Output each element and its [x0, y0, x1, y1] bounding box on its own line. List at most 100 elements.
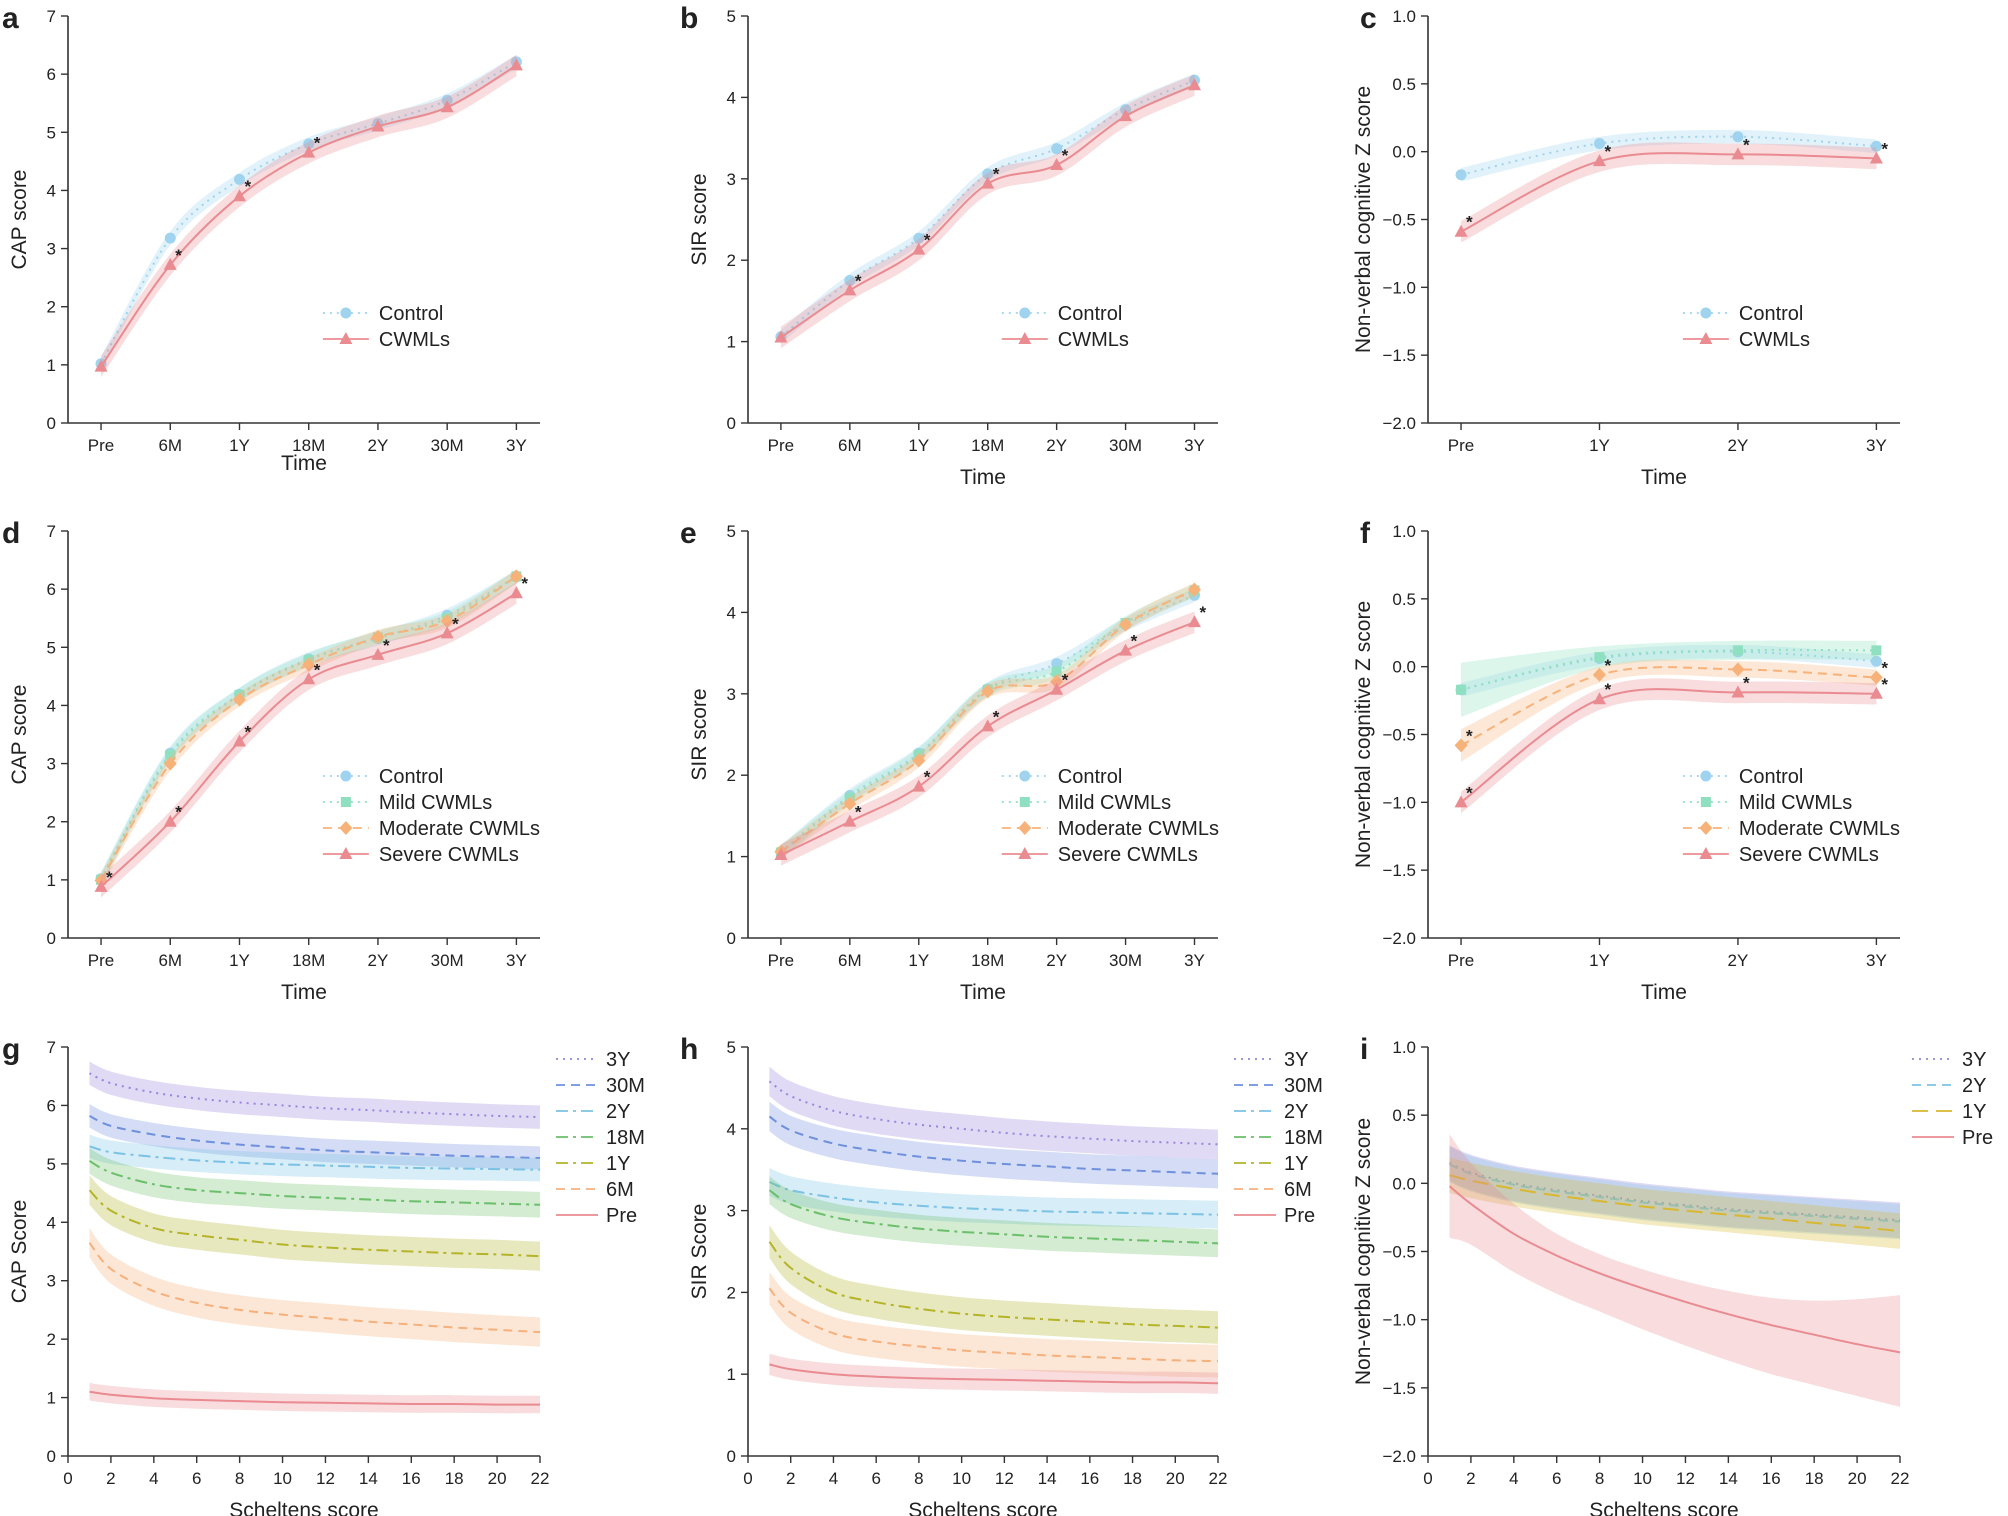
confidence-band: [769, 1168, 1218, 1229]
legend-label: Control: [1058, 303, 1122, 325]
data-point: [1455, 169, 1467, 181]
y-tick-label: −1.5: [1382, 1379, 1416, 1398]
series-18m: [768, 1176, 1219, 1258]
significance-star: *: [1881, 675, 1888, 694]
series-line: [88, 1242, 541, 1334]
series-cwmls: * * * *: [774, 74, 1201, 349]
y-tick-label: 7: [47, 522, 56, 541]
legend-item: Severe CWMLs: [1682, 844, 1879, 866]
significance-star: *: [244, 177, 251, 196]
confidence-band: [769, 1066, 1218, 1160]
x-tick-label: 4: [149, 1469, 158, 1488]
legend-item: 1Y: [1234, 1153, 1308, 1175]
data-point: [1188, 78, 1201, 91]
x-tick-label: 22: [531, 1469, 550, 1488]
series-cwmls: * * * *: [1454, 135, 1888, 243]
x-tick-label: 2: [786, 1469, 795, 1488]
y-tick-label: −0.5: [1382, 211, 1416, 230]
data-point: [94, 879, 108, 892]
x-axis-title: Scheltens score: [229, 1499, 378, 1516]
data-point: [1119, 617, 1133, 632]
series-line: [1460, 648, 1877, 691]
data-point: [1869, 670, 1883, 685]
legend-label: Pre: [1284, 1205, 1315, 1227]
confidence-band: [769, 1353, 1218, 1394]
legend: 3Y 30M 2Y 18M 1Y 6M Pre: [1234, 1049, 1323, 1227]
data-point: [1119, 643, 1133, 656]
x-tick-label: 3Y: [1184, 436, 1205, 455]
legend-item: Control: [1682, 303, 1803, 325]
legend-item: Control: [322, 766, 443, 788]
panel-i: i −2.0 −1.5 −1.0 −0.5 0.0 0.5 1.0 0 2 4 6 8 10 12 14 16 1…: [1352, 1033, 1993, 1516]
series-18m: [88, 1148, 541, 1218]
y-tick-label: 0: [47, 929, 56, 948]
series-severe-cwmls: * * * *: [1454, 673, 1888, 814]
legend-marker: [340, 770, 352, 782]
legend-marker: [340, 307, 352, 319]
significance-star: *: [244, 722, 251, 741]
x-tick-label: 3Y: [1866, 951, 1887, 970]
confidence-band: [1461, 659, 1877, 762]
y-tick-label: −1.0: [1382, 793, 1416, 812]
x-tick-label: 2: [1466, 1469, 1475, 1488]
series-3y: [768, 1066, 1219, 1160]
legend-marker: [1700, 797, 1711, 807]
legend-marker: [1699, 847, 1713, 859]
significance-star: *: [1881, 659, 1888, 678]
x-tick-label: 2Y: [368, 436, 389, 455]
y-tick-label: 3: [727, 1202, 736, 1221]
data-point: [982, 168, 994, 180]
legend-label: 2Y: [606, 1101, 630, 1123]
panel-letter: g: [2, 1033, 20, 1066]
y-axis-title: CAP score: [8, 170, 31, 270]
x-tick-label: 16: [402, 1469, 421, 1488]
legend-marker: [339, 847, 353, 859]
x-tick-label: 2Y: [1728, 951, 1749, 970]
data-point: [163, 257, 177, 270]
legend-item: 3Y: [1234, 1049, 1308, 1071]
y-tick-label: 4: [47, 181, 56, 200]
data-point: [163, 814, 177, 827]
legend-marker: [1018, 821, 1032, 835]
confidence-band: [101, 582, 517, 898]
significance-star: *: [1743, 673, 1750, 692]
y-tick-label: 4: [47, 696, 56, 715]
data-point: [843, 814, 857, 827]
legend-item: 6M: [1234, 1179, 1312, 1201]
legend-label: CWMLs: [379, 329, 450, 351]
y-tick-label: 0: [727, 1447, 736, 1466]
y-tick-label: −1.5: [1382, 346, 1416, 365]
y-axis-title: SIR score: [688, 688, 711, 780]
x-tick-label: 6M: [838, 951, 862, 970]
series-line: [100, 576, 517, 880]
legend-label: 3Y: [1284, 1049, 1308, 1071]
data-point: [913, 232, 925, 244]
series-3y: [89, 1061, 541, 1129]
y-tick-label: 0.0: [1392, 143, 1416, 162]
data-point: [302, 657, 316, 672]
data-point: [1731, 662, 1745, 677]
legend-label: CWMLs: [1058, 329, 1129, 351]
y-tick-label: 5: [727, 7, 736, 26]
x-tick-label: 0: [743, 1469, 752, 1488]
y-axis-title: CAP score: [8, 685, 31, 785]
legend-item: CWMLs: [322, 329, 450, 351]
data-point: [232, 692, 246, 707]
legend-item: 3Y: [1912, 1049, 1986, 1071]
series-1y: [88, 1175, 541, 1271]
series-3y: [1449, 1145, 1901, 1238]
data-point: [1593, 138, 1605, 150]
significance-star: *: [383, 636, 390, 655]
confidence-band: [780, 583, 1195, 860]
data-point: [371, 629, 385, 644]
data-point: [1454, 738, 1468, 753]
y-axis-title: SIR score: [688, 173, 711, 265]
confidence-band: [89, 1175, 540, 1271]
y-tick-label: 5: [47, 123, 56, 142]
series-30m: [768, 1101, 1219, 1189]
data-point: [1731, 685, 1745, 698]
legend-label: Mild CWMLs: [1739, 792, 1852, 814]
y-tick-label: 1: [727, 1365, 736, 1384]
